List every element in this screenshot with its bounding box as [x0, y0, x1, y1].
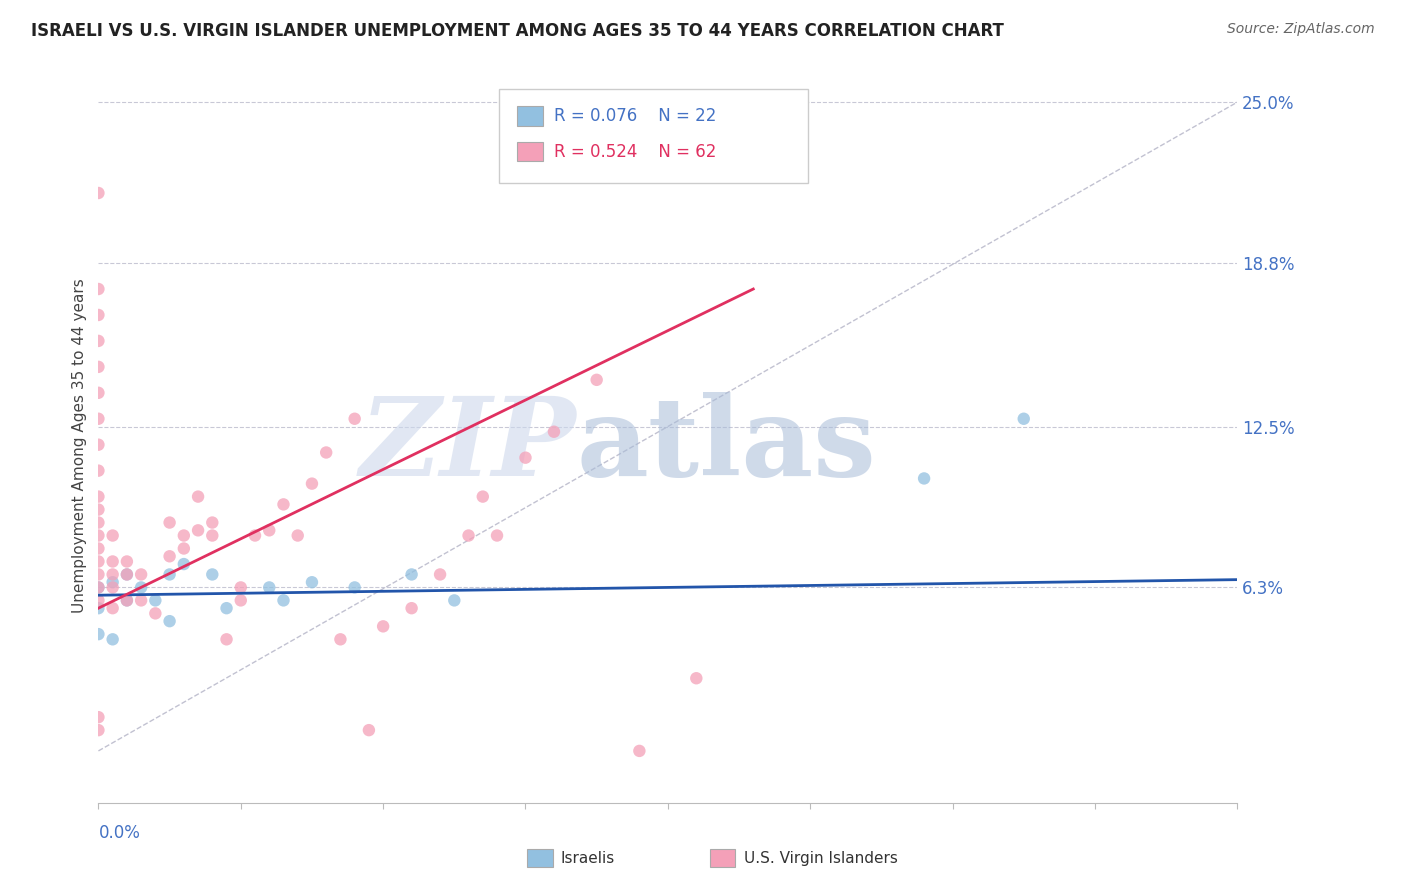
Point	[259, 581, 281, 595]
Point	[87, 464, 110, 478]
Point	[259, 524, 281, 538]
Point	[87, 581, 110, 595]
Text: ISRAELI VS U.S. VIRGIN ISLANDER UNEMPLOYMENT AMONG AGES 35 TO 44 YEARS CORRELATI: ISRAELI VS U.S. VIRGIN ISLANDER UNEMPLOY…	[31, 22, 1004, 40]
Point	[87, 334, 110, 348]
Point	[87, 593, 110, 607]
Point	[145, 607, 167, 621]
Point	[87, 627, 110, 641]
Point	[429, 567, 451, 582]
Point	[87, 528, 110, 542]
Point	[87, 359, 110, 374]
Point	[87, 282, 110, 296]
Point	[115, 593, 138, 607]
Point	[243, 528, 266, 542]
Point	[329, 632, 352, 647]
Point	[173, 541, 195, 556]
Point	[115, 567, 138, 582]
Point	[87, 308, 110, 322]
Text: atlas: atlas	[576, 392, 876, 500]
Text: R = 0.524    N = 62: R = 0.524 N = 62	[554, 143, 716, 161]
Point	[87, 541, 110, 556]
Point	[87, 723, 110, 738]
Point	[159, 549, 181, 564]
Point	[443, 593, 465, 607]
Point	[173, 528, 195, 542]
Point	[101, 567, 124, 582]
Point	[301, 575, 323, 590]
Point	[101, 632, 124, 647]
Point	[87, 186, 110, 200]
Point	[159, 516, 181, 530]
Point	[87, 581, 110, 595]
Point	[187, 524, 209, 538]
Point	[145, 593, 167, 607]
Point	[215, 632, 238, 647]
Point	[129, 581, 152, 595]
Point	[87, 385, 110, 400]
Point	[87, 502, 110, 516]
Text: Israelis: Israelis	[561, 851, 616, 865]
Point	[273, 593, 295, 607]
Point	[315, 445, 337, 459]
Point	[229, 581, 252, 595]
Point	[471, 490, 494, 504]
Point	[115, 554, 138, 568]
Point	[343, 411, 366, 425]
Point	[357, 723, 380, 738]
Point	[101, 554, 124, 568]
Point	[457, 528, 479, 542]
Point	[87, 411, 110, 425]
Point	[343, 581, 366, 595]
Y-axis label: Unemployment Among Ages 35 to 44 years: Unemployment Among Ages 35 to 44 years	[72, 278, 87, 614]
Point	[1012, 411, 1035, 425]
Text: Source: ZipAtlas.com: Source: ZipAtlas.com	[1227, 22, 1375, 37]
Point	[912, 471, 935, 485]
Point	[101, 575, 124, 590]
Point	[159, 614, 181, 628]
Point	[486, 528, 509, 542]
Point	[101, 528, 124, 542]
Point	[115, 593, 138, 607]
Point	[401, 567, 423, 582]
Text: U.S. Virgin Islanders: U.S. Virgin Islanders	[744, 851, 897, 865]
Point	[628, 744, 651, 758]
Point	[87, 438, 110, 452]
Text: ZIP: ZIP	[360, 392, 576, 500]
Point	[301, 476, 323, 491]
Point	[187, 490, 209, 504]
Point	[115, 567, 138, 582]
Point	[129, 593, 152, 607]
Text: 0.0%: 0.0%	[98, 824, 141, 842]
Point	[201, 567, 224, 582]
Point	[101, 601, 124, 615]
Point	[201, 528, 224, 542]
Point	[229, 593, 252, 607]
Point	[87, 554, 110, 568]
Point	[585, 373, 607, 387]
Point	[685, 671, 707, 685]
Point	[401, 601, 423, 615]
Point	[87, 516, 110, 530]
Point	[87, 601, 110, 615]
Point	[515, 450, 537, 465]
Point	[87, 567, 110, 582]
Point	[543, 425, 565, 439]
Point	[129, 567, 152, 582]
Point	[101, 581, 124, 595]
Point	[201, 516, 224, 530]
Point	[287, 528, 309, 542]
Point	[215, 601, 238, 615]
Text: R = 0.076    N = 22: R = 0.076 N = 22	[554, 107, 716, 125]
Point	[87, 710, 110, 724]
Point	[173, 557, 195, 571]
Point	[371, 619, 394, 633]
Point	[273, 497, 295, 511]
Point	[159, 567, 181, 582]
Point	[87, 490, 110, 504]
